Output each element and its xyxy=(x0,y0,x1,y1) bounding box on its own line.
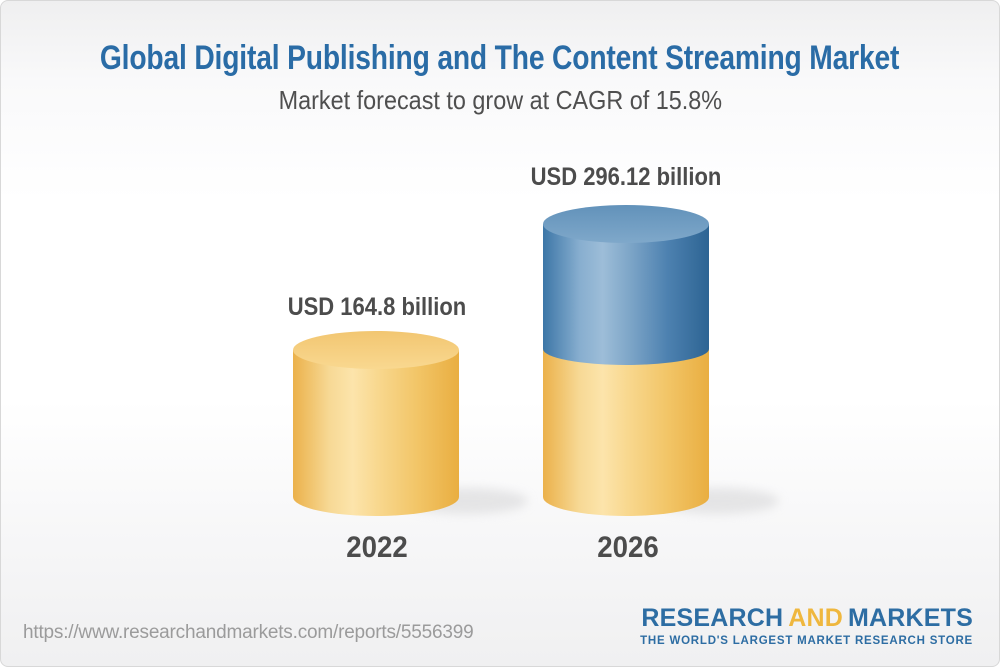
bar-2022-body xyxy=(293,350,459,516)
value-label-2022: USD 164.8 billion xyxy=(287,293,467,321)
bar-2026-cylinder xyxy=(543,205,709,516)
bar-2026-growth-segment xyxy=(543,224,709,365)
bar-2022-cylinder xyxy=(293,331,459,516)
brand-word-research: RESEARCH xyxy=(641,604,784,632)
bar-2026-base-segment xyxy=(543,349,709,516)
brand-logo: RESEARCH AND MARKETS THE WORLD'S LARGEST M… xyxy=(640,605,973,647)
brand-word-markets: MARKETS xyxy=(847,604,973,632)
category-label-2022: 2022 xyxy=(346,531,408,564)
page-subtitle-text: Market forecast to grow at CAGR of 15.8% xyxy=(278,85,722,115)
brand-tagline: THE WORLD'S LARGEST MARKET RESEARCH STOR… xyxy=(640,635,973,648)
report-url: https://www.researchandmarkets.com/repor… xyxy=(23,622,474,643)
brand-word-and: AND xyxy=(788,604,843,632)
brand-wordmark: RESEARCH AND MARKETS xyxy=(640,605,973,631)
page-subtitle: Market forecast to grow at CAGR of 15.8% xyxy=(1,86,999,115)
category-label-2026: 2026 xyxy=(597,531,659,564)
bar-2026-top xyxy=(543,205,709,243)
value-label-2026: USD 296.12 billion xyxy=(530,163,722,191)
page-title-text: Global Digital Publishing and The Conten… xyxy=(100,39,900,77)
bar-2022-top xyxy=(293,331,459,369)
page-title: Global Digital Publishing and The Conten… xyxy=(1,39,999,77)
